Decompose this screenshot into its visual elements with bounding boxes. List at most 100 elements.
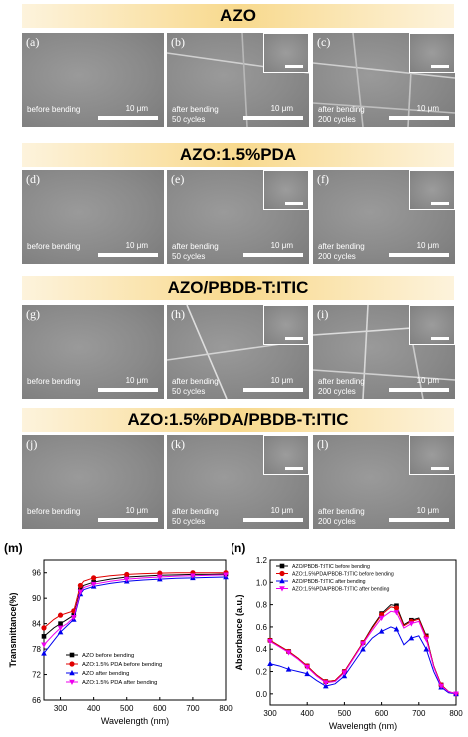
scale-bar xyxy=(98,388,158,392)
x-tick-label: 700 xyxy=(186,704,200,713)
y-tick-label: 0.4 xyxy=(256,645,268,654)
inset-scale-bar xyxy=(431,467,449,470)
data-point-marker xyxy=(157,574,163,580)
data-point-marker xyxy=(438,683,444,690)
scale-bar-label: 10 μm xyxy=(416,376,439,385)
data-point-marker xyxy=(41,642,47,648)
scale-bar-label: 10 μm xyxy=(125,241,148,250)
zoom-inset xyxy=(263,435,309,475)
y-tick-label: 96 xyxy=(32,569,41,578)
data-point-marker xyxy=(453,691,459,697)
y-tick-label: 0.2 xyxy=(256,668,268,677)
panel-caption: before bending xyxy=(27,507,81,516)
x-tick-label: 300 xyxy=(263,709,277,718)
chart-panel-label: (m) xyxy=(4,541,23,555)
data-point-marker xyxy=(408,621,415,627)
data-point-marker xyxy=(267,660,273,667)
row-title-banner: AZO:1.5%PDA xyxy=(22,143,454,167)
y-axis-label: Absorbance (a.u.) xyxy=(234,594,244,670)
x-tick-label: 600 xyxy=(153,704,167,713)
y-tick-label: 0.6 xyxy=(256,623,268,632)
data-point-marker xyxy=(378,615,385,621)
data-point-marker xyxy=(77,582,83,589)
data-point-marker xyxy=(279,586,285,592)
inset-scale-bar xyxy=(285,202,303,205)
data-point-marker xyxy=(69,652,75,658)
panel-label: (j) xyxy=(26,437,38,451)
crack-line xyxy=(186,305,228,399)
absorbance-chart: (n) 300 400 500 600 700 800 0.0 0.2 0.4 0.6 0.8 1.0 1… xyxy=(232,541,463,731)
scale-bar xyxy=(98,518,158,522)
sem-image-panel: (h) after bending 50 cycles 10 μm xyxy=(167,305,309,399)
y-tick-label: 78 xyxy=(32,645,41,654)
panel-caption: after bending 200 cycles xyxy=(318,377,365,396)
data-point-marker xyxy=(124,571,130,578)
data-point-marker xyxy=(360,641,366,647)
panel-label: (h) xyxy=(171,307,185,321)
row-title-banner: AZO xyxy=(22,4,454,28)
sem-image-panel: (c) after bending 200 cycles 10 μm xyxy=(313,33,455,127)
crack-line xyxy=(313,62,455,79)
data-point-marker xyxy=(304,670,310,677)
y-tick-label: 0.0 xyxy=(256,690,268,699)
series-line xyxy=(269,610,457,695)
legend-entry: AZO:1.5% PDA before bending xyxy=(82,662,162,668)
data-point-marker xyxy=(341,670,348,676)
legend-entry: AZO after bending xyxy=(82,671,129,677)
panel-caption: before bending xyxy=(27,242,81,251)
sem-image-panel: (f) after bending 200 cycles 10 μm xyxy=(313,170,455,264)
panel-caption: after bending 50 cycles xyxy=(172,377,219,396)
transmittance-chart: (m) 300 400 500 600 700 800 66 72 78 84 90 96 Wavelen… xyxy=(4,541,233,726)
data-point-marker xyxy=(41,634,47,639)
panel-caption: after bending 200 cycles xyxy=(318,242,365,261)
data-point-marker xyxy=(279,578,285,584)
crack-lines xyxy=(313,33,455,127)
scale-bar-label: 10 μm xyxy=(270,241,293,250)
scale-bar-label: 10 μm xyxy=(125,506,148,515)
sem-image-panel: (l) after bending 200 cycles 10 μm xyxy=(313,435,455,529)
scale-bar xyxy=(98,253,158,257)
scale-bar xyxy=(389,253,449,257)
chart-panel-label: (n) xyxy=(232,541,245,555)
scale-bar xyxy=(243,116,303,120)
row-title-banner: AZO:1.5%PDA/PBDB-T:ITIC xyxy=(22,408,454,432)
legend-entry: AZO:1.5%PDA/PBDB-T:ITIC after bending xyxy=(292,587,390,593)
data-point-marker xyxy=(304,664,310,671)
scale-bar xyxy=(243,388,303,392)
data-point-marker xyxy=(69,661,75,667)
data-point-marker xyxy=(378,628,385,634)
legend-entry: AZO:1.5% PDA after bending xyxy=(82,680,157,686)
data-point-marker xyxy=(423,646,430,652)
crack-line xyxy=(241,33,248,127)
data-point-marker xyxy=(279,563,285,569)
legend-entry: AZO/PBDB-T:ITIC after bending xyxy=(292,579,366,585)
inset-scale-bar xyxy=(285,337,303,340)
sem-image-panel: (d) before bending 10 μm xyxy=(22,170,164,264)
data-point-marker xyxy=(408,635,415,641)
sem-image-panel: (i) after bending 200 cycles 10 μm xyxy=(313,305,455,399)
data-point-marker xyxy=(279,570,285,577)
legend-entry: AZO/PBDB-T:ITIC before bending xyxy=(292,564,370,570)
data-point-marker xyxy=(57,625,64,631)
zoom-inset xyxy=(263,170,309,210)
zoom-inset xyxy=(409,170,455,210)
crack-line xyxy=(313,369,455,381)
scale-bar xyxy=(389,518,449,522)
data-point-marker xyxy=(57,629,64,635)
zoom-inset xyxy=(409,435,455,475)
x-tick-label: 500 xyxy=(120,704,134,713)
inset-scale-bar xyxy=(431,337,449,340)
x-tick-label: 400 xyxy=(87,704,101,713)
y-tick-label: 72 xyxy=(32,671,41,680)
scale-bar-label: 10 μm xyxy=(125,104,148,113)
inset-scale-bar xyxy=(285,467,303,470)
x-tick-label: 800 xyxy=(449,709,463,718)
panel-label: (b) xyxy=(171,35,185,49)
series-line xyxy=(269,626,457,695)
sem-image-panel: (e) after bending 50 cycles 10 μm xyxy=(167,170,309,264)
panel-label: (d) xyxy=(26,172,40,186)
y-tick-label: 1.0 xyxy=(256,578,268,587)
panel-caption: before bending xyxy=(27,377,81,386)
zoom-inset xyxy=(263,33,309,73)
inset-scale-bar xyxy=(431,65,449,68)
